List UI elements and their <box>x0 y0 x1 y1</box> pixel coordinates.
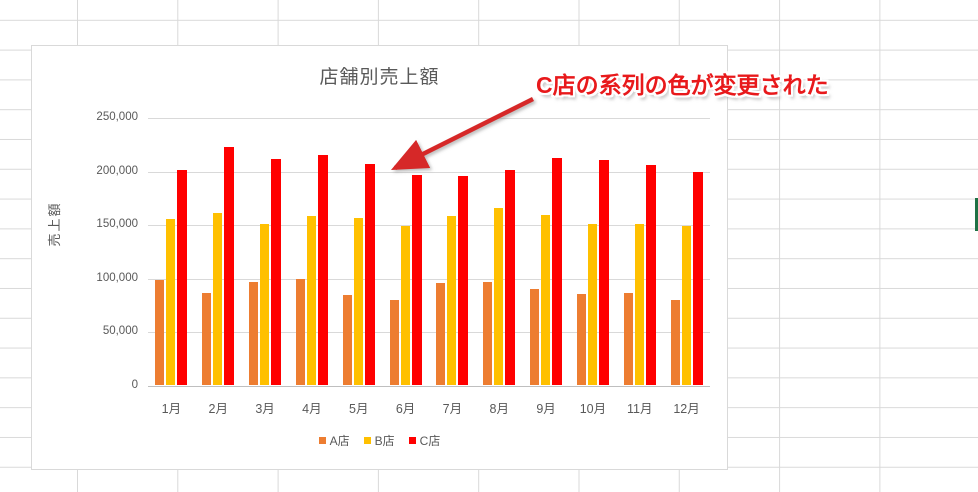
bar-group-3月 <box>242 117 289 385</box>
bar-B店-5月[interactable] <box>353 217 363 385</box>
bar-group-2月 <box>195 117 242 385</box>
legend-label-A店: A店 <box>329 434 350 448</box>
x-tick-label-8月: 8月 <box>489 402 509 416</box>
legend-swatch-A店 <box>318 437 326 444</box>
bar-group-12月 <box>663 117 710 385</box>
x-tick-label-4月: 4月 <box>302 402 322 416</box>
bar-group-7月 <box>429 117 476 385</box>
bar-group-6月 <box>382 117 429 385</box>
y-gridline <box>148 225 710 227</box>
bar-A店-5月[interactable] <box>342 294 352 385</box>
x-tick-label-6月: 6月 <box>395 402 416 416</box>
legend-swatch-B店 <box>363 437 371 444</box>
bar-group-1月 <box>148 117 195 385</box>
chart-object[interactable]: 店舗別売上額 売上額 0 50,000 100,000 150,000 200,000 2… <box>31 45 728 470</box>
bar-group-9月 <box>523 117 570 385</box>
bar-A店-1月[interactable] <box>155 279 165 385</box>
chart-legend: A店 B店 C店 <box>32 432 727 449</box>
bar-C店-12月[interactable] <box>692 171 703 385</box>
legend-item-A店[interactable]: A店 <box>318 432 350 449</box>
bar-C店-11月[interactable] <box>645 165 656 385</box>
y-gridline <box>148 278 710 280</box>
bar-group-10月 <box>570 117 617 385</box>
bar-B店-6月[interactable] <box>400 226 410 385</box>
annotation-textbox[interactable]: C店の系列の色が変更された <box>536 72 829 98</box>
legend-label-C店: C店 <box>419 434 441 448</box>
legend-item-B店[interactable]: B店 <box>363 432 395 449</box>
bar-C店-9月[interactable] <box>552 157 563 385</box>
bar-A店-8月[interactable] <box>483 282 493 385</box>
y-gridline <box>148 171 710 173</box>
bar-A店-2月[interactable] <box>202 292 212 385</box>
legend-label-B店: B店 <box>374 434 395 448</box>
bar-group-11月 <box>616 117 663 385</box>
bar-B店-7月[interactable] <box>447 215 457 385</box>
bar-A店-11月[interactable] <box>623 292 633 385</box>
bar-B店-2月[interactable] <box>213 213 223 385</box>
bar-C店-10月[interactable] <box>598 159 609 385</box>
y-tick-label: 100,000 <box>96 271 138 284</box>
cell-selection-marker <box>975 198 978 231</box>
x-tick-label-7月: 7月 <box>442 402 463 416</box>
bar-group-8月 <box>476 117 523 385</box>
bar-A店-9月[interactable] <box>530 288 540 385</box>
y-tick-label: 250,000 <box>96 111 138 123</box>
bar-C店-2月[interactable] <box>224 147 235 385</box>
x-tick-label-12月: 12月 <box>673 402 700 416</box>
bar-B店-3月[interactable] <box>260 224 270 385</box>
bar-B店-8月[interactable] <box>494 208 504 385</box>
x-tick-label-10月: 10月 <box>579 402 607 416</box>
x-tick-label-11月: 11月 <box>626 402 653 416</box>
bar-A店-12月[interactable] <box>670 300 680 385</box>
x-tick-label-2月: 2月 <box>208 402 228 416</box>
bar-A店-10月[interactable] <box>576 293 586 385</box>
bar-C店-5月[interactable] <box>364 164 375 385</box>
bar-A店-4月[interactable] <box>295 278 305 385</box>
x-tick-label-3月: 3月 <box>255 402 275 416</box>
x-axis-line <box>148 386 710 387</box>
plot-area <box>148 117 710 387</box>
bar-C店-8月[interactable] <box>505 169 516 385</box>
y-tick-label: 150,000 <box>96 218 138 231</box>
y-tick-label: 0 <box>131 379 138 391</box>
bar-A店-3月[interactable] <box>249 282 259 385</box>
bar-C店-4月[interactable] <box>317 154 328 385</box>
bar-C店-3月[interactable] <box>271 158 282 385</box>
y-tick-label: 50,000 <box>102 325 138 338</box>
legend-item-C店[interactable]: C店 <box>408 432 441 449</box>
x-tick-label-9月: 9月 <box>536 402 556 416</box>
y-gridline <box>148 332 710 334</box>
bar-B店-12月[interactable] <box>681 226 691 385</box>
bar-B店-1月[interactable] <box>166 218 176 385</box>
bar-A店-7月[interactable] <box>436 283 446 385</box>
bar-A店-6月[interactable] <box>389 300 399 385</box>
bar-B店-11月[interactable] <box>634 224 644 385</box>
bar-B店-9月[interactable] <box>541 214 551 385</box>
bar-C店-1月[interactable] <box>177 169 188 385</box>
bar-C店-7月[interactable] <box>458 175 469 385</box>
bar-group-4月 <box>289 117 336 385</box>
bar-C店-6月[interactable] <box>411 174 422 385</box>
bar-B店-10月[interactable] <box>587 224 597 385</box>
legend-swatch-C店 <box>408 437 416 444</box>
x-tick-label-1月: 1月 <box>161 402 182 416</box>
bar-group-5月 <box>335 117 382 385</box>
x-tick-label-5月: 5月 <box>349 402 369 416</box>
bar-B店-4月[interactable] <box>306 215 316 385</box>
y-tick-label: 200,000 <box>96 164 138 177</box>
chart-title[interactable]: 店舗別売上額 <box>319 67 440 88</box>
